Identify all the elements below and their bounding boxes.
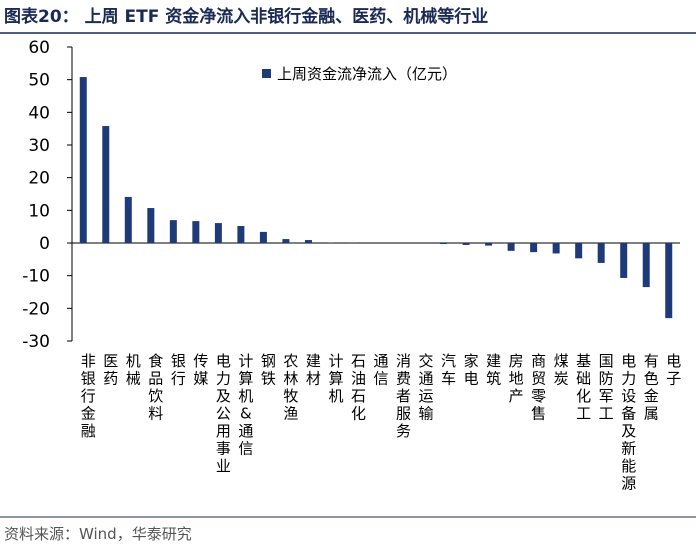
x-tick-label: 非银行金融 [81, 352, 96, 440]
x-tick-label: 银行 [171, 352, 186, 388]
bar [80, 77, 87, 243]
x-tick-label: 通信 [373, 352, 388, 388]
x-tick-label: 房地产 [509, 352, 524, 405]
x-tick-label: 建材 [306, 352, 321, 388]
x-tick-label: 家电 [464, 352, 479, 388]
bar [575, 243, 582, 258]
x-tick-label: 建筑 [486, 352, 501, 388]
y-tick-label: 0 [39, 234, 50, 254]
bar [463, 243, 470, 245]
bar [598, 243, 605, 263]
x-tick-label: 传媒 [193, 352, 208, 388]
x-tick-label: 基础化工 [576, 352, 591, 423]
y-tick-label: -20 [22, 299, 50, 319]
x-tick-label: 有色金属 [644, 352, 659, 423]
x-tick-label: 国防军工 [599, 352, 614, 423]
x-tick-label: 汽车 [441, 352, 456, 388]
y-tick-label: 20 [28, 169, 50, 189]
x-tick-label: 电子 [666, 352, 681, 388]
chart-title: 图表20： 上周 ETF 资金净流入非银行金融、医药、机械等行业 [4, 6, 488, 27]
bar [282, 239, 289, 243]
bar [260, 232, 267, 243]
bar [665, 243, 672, 318]
bar [440, 243, 447, 244]
bar [643, 243, 650, 287]
y-tick-label: 10 [28, 201, 50, 221]
x-tick-label: 石油石化 [351, 352, 366, 423]
legend-swatch [262, 69, 271, 78]
x-tick-label: 消费者服务 [396, 352, 411, 440]
bar [147, 208, 154, 243]
bar [485, 243, 492, 246]
y-tick-label: 60 [28, 38, 50, 58]
bar [102, 126, 109, 243]
bar [530, 243, 537, 252]
bar [508, 243, 515, 251]
source-note: 资料来源：Wind，华泰研究 [4, 525, 192, 543]
y-tick-label: 40 [28, 103, 50, 123]
x-tick-label: 食品饮料 [148, 352, 163, 423]
x-tick-label: 商贸零售 [531, 352, 546, 423]
x-tick-label: 机械 [126, 352, 141, 388]
bar [620, 243, 627, 278]
x-tick-label: 电力及公用事业 [216, 352, 231, 475]
x-tick-label: 医药 [103, 352, 118, 388]
y-tick-label: 50 [28, 71, 50, 91]
y-tick-label: -10 [22, 267, 50, 287]
bar [192, 221, 199, 243]
y-tick-label: -30 [22, 332, 50, 352]
bar [553, 243, 560, 253]
x-tick-label: 计算机&通信 [238, 352, 253, 458]
bar [305, 240, 312, 243]
legend-label: 上周资金流净流入（亿元） [277, 65, 457, 83]
bar [125, 197, 132, 243]
x-tick-label: 农林牧渔 [283, 352, 298, 423]
x-tick-label: 电力设备及新能源 [621, 352, 636, 493]
x-tick-label: 交通运输 [419, 352, 434, 423]
bar [215, 223, 222, 243]
bar [237, 226, 244, 243]
y-tick-label: 30 [28, 136, 50, 156]
x-tick-label: 计算机 [328, 352, 343, 405]
bar [170, 220, 177, 243]
x-tick-label: 钢铁 [261, 352, 276, 388]
x-tick-label: 煤炭 [554, 352, 569, 388]
